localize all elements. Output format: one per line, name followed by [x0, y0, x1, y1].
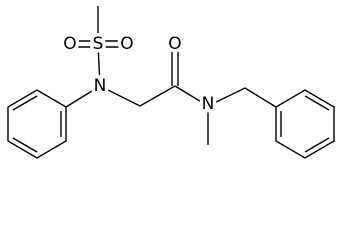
atom-label: N	[202, 94, 215, 114]
bonds	[7, 6, 335, 159]
atom-label: N	[94, 76, 107, 96]
atom-label: O	[120, 34, 133, 54]
molecule: O S O N O N	[7, 6, 335, 159]
atom-label: O	[63, 34, 76, 54]
atom-label: S	[93, 34, 104, 54]
atom-label: O	[168, 34, 181, 54]
